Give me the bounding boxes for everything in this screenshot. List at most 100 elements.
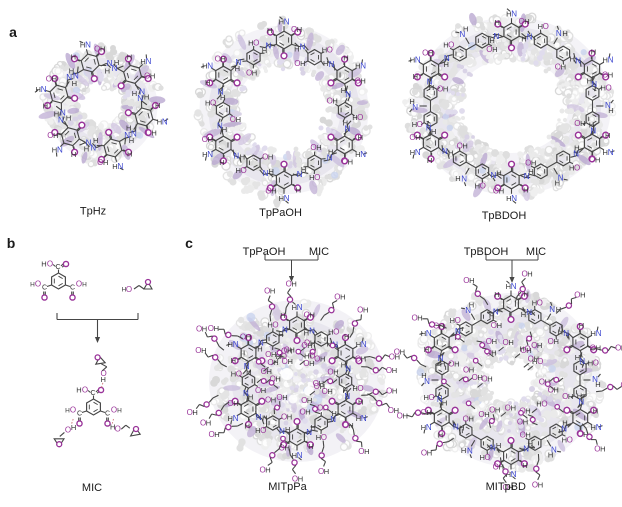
svg-text:N: N — [284, 18, 290, 27]
svg-text:O: O — [210, 99, 216, 108]
svg-text:H: H — [341, 86, 346, 95]
svg-text:c: c — [185, 235, 193, 251]
svg-text:O: O — [321, 433, 327, 442]
svg-text:O: O — [309, 352, 315, 361]
svg-text:H: H — [496, 169, 501, 178]
svg-text:H: H — [587, 76, 592, 85]
svg-text:H: H — [489, 36, 494, 45]
svg-text:H: H — [308, 442, 313, 451]
svg-text:H: H — [361, 354, 366, 363]
svg-text:H: H — [53, 131, 58, 140]
svg-text:H: H — [333, 368, 338, 377]
svg-text:N: N — [415, 56, 421, 65]
svg-text:H: H — [144, 93, 149, 102]
svg-text:H: H — [492, 45, 497, 54]
svg-text:H: H — [71, 423, 76, 432]
svg-text:H: H — [608, 106, 613, 115]
svg-text:H: H — [332, 97, 337, 106]
svg-text:H: H — [192, 408, 197, 417]
svg-text:H: H — [360, 77, 365, 86]
svg-text:H: H — [257, 345, 262, 354]
svg-text:N: N — [284, 194, 290, 203]
svg-text:TpBDOH: TpBDOH — [482, 210, 527, 222]
svg-text:H: H — [246, 333, 251, 342]
svg-text:H: H — [240, 152, 245, 161]
svg-text:N: N — [85, 41, 91, 50]
svg-text:TpPaOH: TpPaOH — [259, 207, 302, 219]
svg-text:H: H — [287, 347, 292, 356]
svg-text:N: N — [309, 327, 315, 336]
svg-text:O: O — [236, 370, 242, 379]
svg-text:O: O — [574, 163, 580, 172]
svg-text:H: H — [220, 93, 225, 102]
svg-text:MIC: MIC — [526, 246, 546, 258]
svg-text:N: N — [608, 56, 614, 65]
svg-text:H: H — [285, 425, 290, 434]
svg-text:H: H — [415, 133, 420, 142]
svg-text:H: H — [235, 64, 240, 73]
svg-text:N: N — [415, 148, 421, 157]
svg-text:H: H — [429, 83, 434, 92]
svg-text:H: H — [608, 71, 613, 80]
svg-text:H: H — [262, 414, 267, 423]
svg-text:H: H — [364, 447, 369, 456]
svg-text:N: N — [233, 151, 239, 160]
svg-text:H: H — [233, 399, 238, 408]
svg-text:H: H — [595, 155, 600, 164]
svg-text:H: H — [71, 53, 76, 62]
svg-text:H: H — [443, 85, 448, 94]
svg-text:H: H — [214, 324, 219, 333]
svg-text:O: O — [47, 260, 53, 269]
svg-text:H: H — [129, 136, 134, 145]
svg-text:O: O — [333, 328, 339, 337]
svg-text:H: H — [132, 89, 137, 98]
svg-text:H: H — [343, 118, 348, 127]
svg-text:H: H — [363, 305, 368, 314]
svg-text:H: H — [589, 120, 594, 129]
svg-text:H: H — [69, 66, 74, 75]
svg-text:H: H — [202, 325, 207, 334]
svg-text:O: O — [605, 84, 611, 93]
svg-text:O: O — [314, 173, 320, 182]
svg-text:H: H — [236, 115, 241, 124]
svg-text:C: C — [105, 411, 110, 418]
svg-text:H: H — [282, 393, 287, 402]
svg-text:N: N — [361, 414, 367, 423]
svg-text:H: H — [300, 59, 305, 68]
svg-text:H: H — [287, 357, 292, 366]
svg-text:O: O — [260, 426, 266, 435]
svg-text:H: H — [126, 124, 131, 133]
svg-text:H: H — [268, 167, 273, 176]
svg-text:O: O — [115, 424, 121, 433]
svg-text:H: H — [580, 119, 585, 128]
svg-text:H: H — [358, 397, 363, 406]
svg-text:H: H — [273, 358, 278, 367]
svg-text:N: N — [511, 194, 517, 203]
svg-text:O: O — [448, 40, 454, 49]
svg-text:H: H — [316, 143, 321, 152]
svg-text:H: H — [275, 375, 280, 384]
svg-text:H: H — [392, 386, 397, 395]
svg-text:H: H — [342, 386, 347, 395]
svg-text:C: C — [77, 411, 82, 418]
svg-text:C: C — [90, 390, 95, 397]
svg-text:H: H — [222, 125, 227, 134]
svg-text:H: H — [100, 45, 105, 54]
svg-text:O: O — [480, 181, 486, 190]
svg-text:N: N — [162, 118, 168, 127]
svg-text:H: H — [105, 66, 110, 75]
svg-text:H: H — [428, 48, 433, 57]
svg-text:N: N — [256, 413, 262, 422]
svg-text:N: N — [461, 175, 467, 184]
svg-text:H: H — [591, 47, 596, 56]
svg-text:MIC: MIC — [309, 246, 329, 258]
svg-text:H: H — [304, 328, 309, 337]
svg-text:H: H — [278, 330, 283, 339]
svg-text:H: H — [348, 157, 353, 166]
svg-text:C: C — [55, 264, 60, 271]
svg-text:H: H — [117, 408, 122, 415]
svg-text:H: H — [358, 133, 363, 142]
svg-text:H: H — [309, 310, 314, 319]
svg-text:H: H — [448, 149, 453, 158]
svg-text:H: H — [574, 143, 579, 152]
